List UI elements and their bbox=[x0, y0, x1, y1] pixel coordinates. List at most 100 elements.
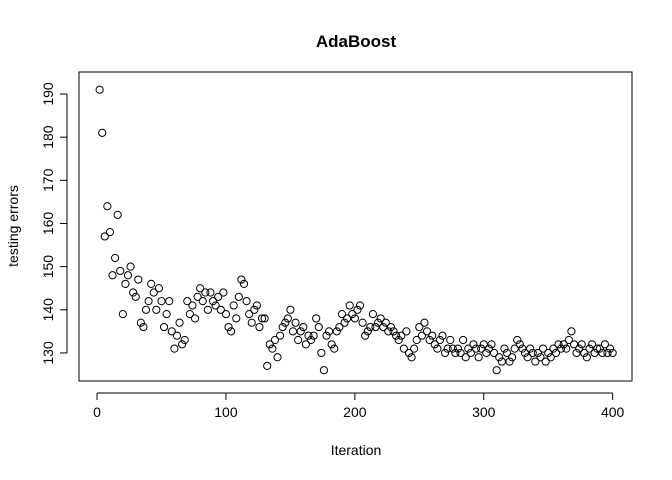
point bbox=[526, 344, 535, 353]
point bbox=[299, 322, 308, 332]
point bbox=[394, 335, 403, 345]
point bbox=[492, 366, 501, 375]
point bbox=[562, 344, 571, 353]
point bbox=[219, 288, 228, 297]
point bbox=[281, 318, 290, 327]
point bbox=[288, 327, 298, 336]
point bbox=[312, 314, 321, 323]
point bbox=[211, 301, 220, 310]
point bbox=[564, 335, 573, 345]
point bbox=[373, 318, 383, 327]
point bbox=[557, 344, 566, 353]
point bbox=[554, 340, 563, 349]
chart-title: AdaBoost bbox=[316, 32, 397, 51]
point bbox=[350, 314, 359, 323]
point bbox=[438, 331, 447, 340]
point bbox=[322, 331, 331, 340]
point bbox=[363, 327, 372, 336]
point bbox=[273, 353, 282, 362]
point bbox=[170, 344, 179, 353]
point bbox=[590, 348, 599, 358]
point bbox=[505, 357, 514, 366]
point bbox=[247, 318, 256, 327]
point bbox=[343, 314, 352, 323]
point bbox=[178, 340, 187, 349]
plot-box bbox=[78, 71, 633, 382]
point bbox=[593, 344, 602, 353]
point bbox=[147, 279, 156, 288]
point bbox=[575, 344, 584, 353]
point bbox=[355, 301, 365, 310]
point bbox=[422, 327, 432, 336]
point bbox=[216, 305, 225, 314]
y-tick-label: 170 bbox=[40, 168, 56, 192]
point bbox=[229, 301, 238, 310]
point bbox=[227, 327, 236, 336]
point bbox=[544, 348, 553, 358]
point bbox=[317, 348, 326, 358]
point bbox=[309, 331, 318, 340]
point bbox=[425, 335, 434, 345]
point bbox=[415, 322, 424, 332]
point bbox=[98, 128, 107, 137]
point bbox=[296, 327, 305, 336]
point bbox=[286, 305, 295, 314]
point bbox=[198, 297, 207, 306]
point bbox=[523, 353, 532, 362]
x-tick-label: 0 bbox=[93, 404, 101, 420]
point bbox=[260, 314, 269, 323]
point bbox=[183, 297, 192, 306]
point bbox=[221, 310, 231, 319]
point bbox=[306, 335, 316, 345]
x-axis-label: Iteration bbox=[331, 442, 382, 458]
point bbox=[587, 340, 597, 349]
point bbox=[100, 232, 109, 241]
point bbox=[123, 271, 133, 280]
point bbox=[595, 344, 604, 353]
point bbox=[275, 331, 285, 340]
point bbox=[518, 344, 527, 353]
point bbox=[121, 279, 130, 288]
point bbox=[510, 344, 519, 353]
point bbox=[410, 344, 419, 353]
point bbox=[404, 348, 414, 358]
point bbox=[348, 310, 357, 319]
point bbox=[337, 310, 347, 319]
point bbox=[278, 322, 287, 332]
point bbox=[332, 327, 341, 336]
point bbox=[180, 335, 189, 345]
point bbox=[443, 344, 452, 353]
point bbox=[474, 353, 483, 362]
point bbox=[324, 327, 334, 336]
y-tick-label: 140 bbox=[40, 298, 56, 322]
y-tick-label: 190 bbox=[40, 82, 56, 106]
point bbox=[551, 348, 561, 358]
point bbox=[134, 275, 143, 284]
point bbox=[399, 344, 408, 353]
point bbox=[126, 262, 135, 271]
point bbox=[536, 353, 545, 362]
point bbox=[208, 297, 218, 306]
point bbox=[412, 335, 421, 345]
point bbox=[384, 327, 393, 336]
point bbox=[188, 301, 197, 310]
point bbox=[105, 228, 115, 237]
point bbox=[110, 253, 120, 263]
point bbox=[381, 318, 390, 327]
point bbox=[255, 322, 264, 332]
point bbox=[397, 331, 406, 340]
point bbox=[319, 366, 329, 375]
point bbox=[538, 344, 548, 353]
point bbox=[327, 340, 336, 349]
point bbox=[366, 322, 375, 332]
point bbox=[330, 344, 339, 353]
point bbox=[466, 348, 475, 358]
point bbox=[440, 348, 450, 358]
point bbox=[446, 335, 455, 345]
y-tick-label: 130 bbox=[40, 341, 56, 365]
point bbox=[448, 344, 457, 353]
x-tick-label: 200 bbox=[343, 404, 367, 420]
point bbox=[301, 340, 310, 349]
point bbox=[533, 348, 542, 358]
y-axis-label: testing errors bbox=[5, 185, 21, 267]
